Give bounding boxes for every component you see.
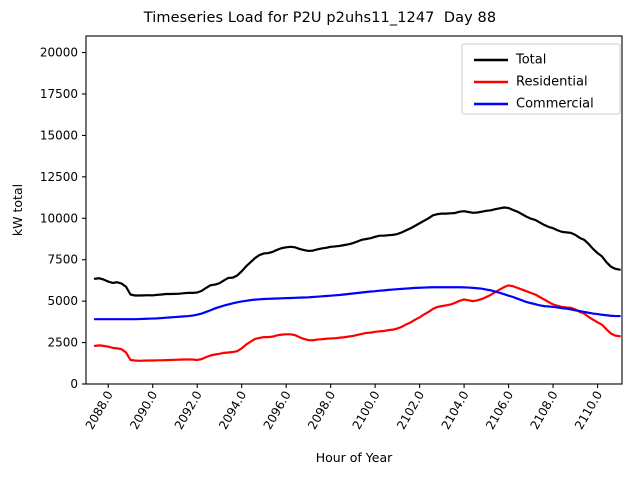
x-tick-label: 2110.0 <box>572 389 605 432</box>
y-tick-label: 10000 <box>40 211 78 225</box>
x-axis-ticks: 2088.0 2090.0 2092.0 2094.0 2096.0 2098.0 2100… <box>83 384 605 432</box>
x-tick-label: 2104.0 <box>439 389 472 432</box>
legend-label-total: Total <box>515 53 546 68</box>
x-tick-label: 2092.0 <box>172 389 205 432</box>
y-axis-ticks: 0 2500 5000 7500 10000 12500 15000 17500 20000 <box>40 46 86 391</box>
x-axis-label: Hour of Year <box>316 450 393 465</box>
x-tick-label: 2090.0 <box>127 389 160 432</box>
x-tick-label: 2098.0 <box>305 389 338 432</box>
y-tick-label: 20000 <box>40 46 78 60</box>
series-line-total <box>93 206 621 297</box>
y-tick-label: 0 <box>70 377 78 391</box>
legend-label-commercial: Commercial <box>516 97 594 112</box>
chart-title: Timeseries Load for P2U p2uhs11_1247 Day… <box>143 10 497 26</box>
x-tick-label: 2108.0 <box>528 389 561 432</box>
data-series-group <box>93 206 621 362</box>
series-line-residential <box>93 284 621 362</box>
x-tick-label: 2106.0 <box>483 389 516 432</box>
y-tick-label: 17500 <box>40 87 78 101</box>
legend-label-residential: Residential <box>516 75 588 90</box>
y-tick-label: 7500 <box>47 253 78 267</box>
series-line-commercial <box>93 286 621 321</box>
y-axis-label: kW total <box>10 184 25 236</box>
x-tick-label: 2096.0 <box>261 389 294 432</box>
y-tick-label: 12500 <box>40 170 78 184</box>
y-tick-label: 15000 <box>40 128 78 142</box>
x-tick-label: 2094.0 <box>216 389 249 432</box>
x-tick-label: 2088.0 <box>83 389 116 432</box>
y-tick-label: 5000 <box>47 294 78 308</box>
y-tick-label: 2500 <box>47 336 78 350</box>
x-tick-label: 2102.0 <box>394 389 427 432</box>
chart-legend: Total Residential Commercial <box>461 43 621 115</box>
x-tick-label: 2100.0 <box>350 389 383 432</box>
